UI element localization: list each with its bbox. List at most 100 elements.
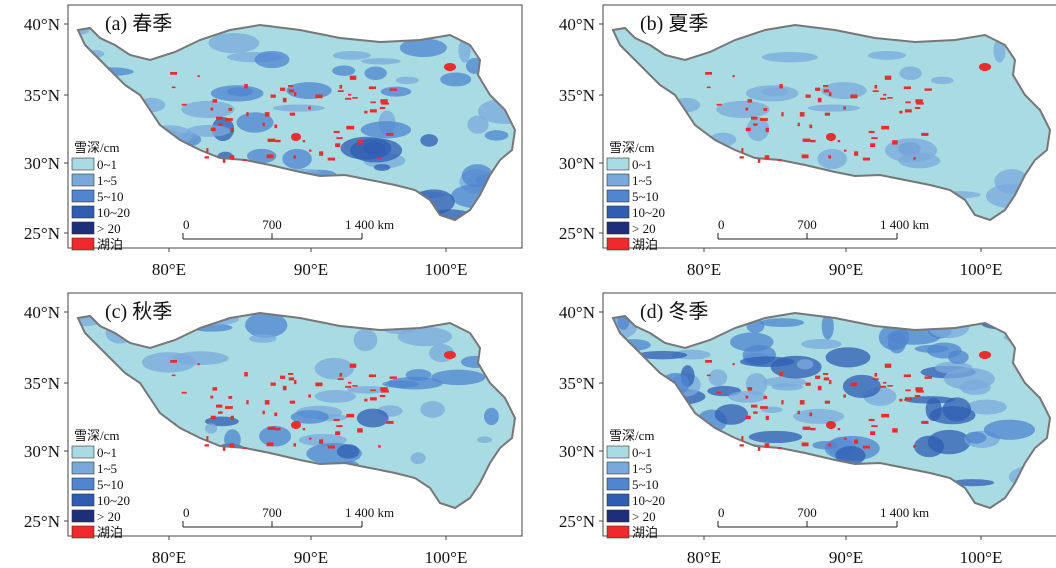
snow-patch: [771, 383, 804, 391]
lake: [262, 410, 265, 415]
snow-patch: [951, 479, 995, 487]
lake: [805, 94, 811, 98]
lake: [335, 431, 341, 436]
lake: [880, 97, 887, 100]
snow-patch: [380, 86, 412, 97]
lake: [308, 394, 311, 398]
lake: [826, 421, 836, 429]
latitude-label: 25°N: [24, 224, 60, 243]
legend-label: 10~20: [632, 493, 665, 508]
latitude-label: 40°N: [559, 303, 595, 322]
lake: [921, 420, 929, 424]
scale-label: 700: [797, 217, 817, 232]
lake: [302, 139, 306, 143]
legend-swatch: [606, 237, 630, 251]
lake: [266, 154, 274, 159]
snow-patch: [637, 350, 688, 360]
snow-patch: [943, 367, 995, 390]
snow-patch: [807, 104, 860, 112]
lake: [817, 385, 822, 391]
lake: [204, 156, 209, 159]
lake: [760, 406, 768, 409]
lake: [210, 127, 216, 132]
lake: [327, 445, 335, 449]
snow-patch: [983, 419, 1036, 440]
snow-patch: [208, 32, 260, 54]
lake: [266, 442, 274, 447]
lake: [357, 428, 363, 433]
longitude-label: 80°E: [687, 260, 721, 279]
latitude-label: 25°N: [559, 224, 595, 243]
snow-patch: [796, 359, 814, 370]
snow-patch: [346, 386, 390, 394]
legend-label: 0~1: [97, 157, 117, 172]
lake: [244, 372, 248, 377]
lake: [809, 139, 816, 143]
lake: [850, 382, 858, 387]
snow-patch: [914, 435, 945, 458]
lake: [368, 86, 376, 90]
lake: [212, 99, 218, 103]
lake: [216, 404, 223, 408]
lake: [291, 133, 301, 141]
snow-patch: [842, 374, 881, 399]
lake: [747, 387, 753, 391]
scale-label: 1 400 km: [345, 505, 394, 520]
snow-patch: [817, 148, 847, 169]
lake: [854, 439, 859, 444]
lake: [881, 125, 890, 130]
lake: [206, 436, 209, 441]
lake: [216, 116, 223, 120]
latitude-label: 25°N: [559, 512, 595, 531]
snow-patch: [340, 136, 392, 160]
legend-label: 5~10: [632, 477, 659, 492]
panel-title: (c) 秋季: [105, 300, 172, 323]
lake: [267, 426, 276, 430]
lake: [181, 103, 187, 106]
lake: [913, 445, 916, 448]
lake: [823, 377, 830, 381]
snow-patch: [867, 51, 906, 60]
snow-patch: [236, 112, 274, 133]
lake: [210, 415, 216, 420]
lake: [815, 87, 821, 91]
legend-swatch: [71, 461, 95, 475]
map-panel: (a) 春季 40°N 35°N 30°N 25°N 80°E 90°E 100°E 雪深/cm…: [24, 4, 523, 279]
scale-label: 700: [262, 217, 282, 232]
lake: [913, 157, 916, 160]
lake: [349, 75, 357, 80]
legend-label: 1~5: [97, 461, 117, 476]
legend-label: 10~20: [632, 205, 665, 220]
snow-patch: [467, 115, 489, 134]
lake: [741, 148, 744, 153]
snow-patch: [361, 58, 401, 65]
lake: [370, 389, 376, 392]
snow-patch: [801, 339, 842, 350]
lake: [781, 400, 784, 405]
lake: [242, 447, 247, 449]
lake: [319, 439, 324, 444]
lake: [288, 89, 295, 93]
lake: [884, 75, 892, 80]
lake: [760, 118, 768, 121]
lake: [739, 444, 744, 447]
lake: [287, 85, 294, 87]
lake: [828, 443, 832, 447]
lake: [369, 109, 377, 113]
lake: [337, 90, 344, 93]
lake: [308, 149, 312, 152]
lake: [751, 404, 758, 408]
snow-patch: [332, 65, 356, 76]
lake: [905, 101, 911, 104]
lake: [892, 428, 898, 433]
lake: [229, 443, 235, 448]
lake: [716, 391, 722, 394]
legend-label: 5~10: [632, 189, 659, 204]
lake: [745, 415, 751, 420]
snow-patch: [353, 328, 378, 352]
lake: [797, 410, 800, 415]
longitude-label: 80°E: [152, 260, 186, 279]
snow-patch: [259, 425, 292, 447]
lake: [288, 377, 295, 381]
legend-swatch: [71, 525, 95, 539]
